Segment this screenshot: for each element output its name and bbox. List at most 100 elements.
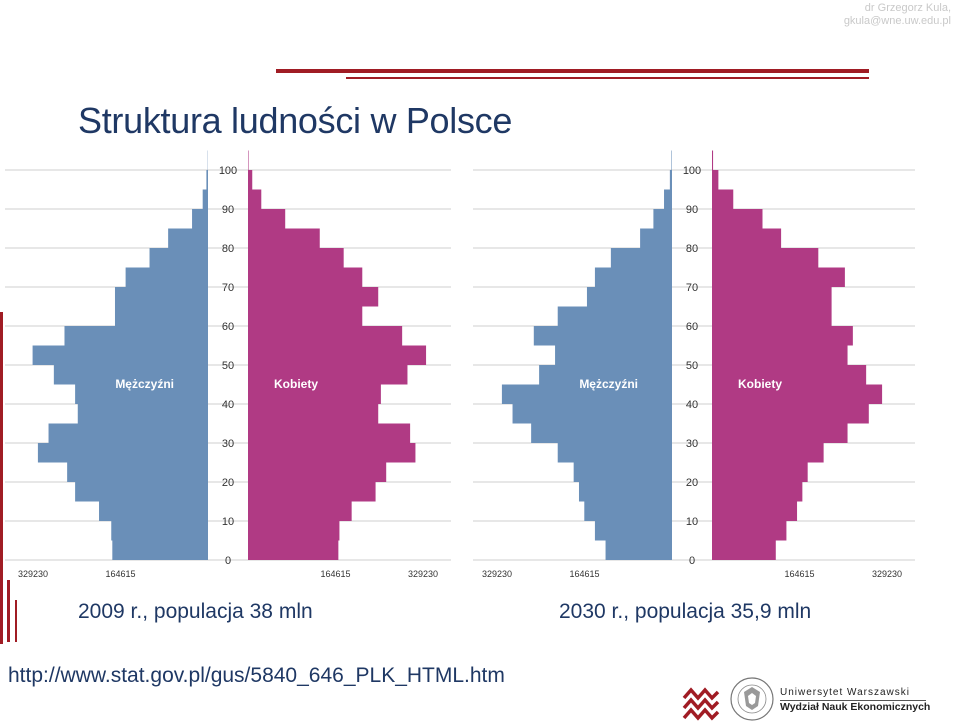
bar-men-age-10 <box>584 501 672 521</box>
bar-men-age-45 <box>539 365 672 385</box>
bar-men-age-55 <box>533 326 672 346</box>
author-email: gkula@wne.uw.edu.pl <box>843 15 951 27</box>
x-tick-label: 329230 <box>408 569 438 579</box>
age-tick-label: 90 <box>686 204 698 216</box>
bar-men-age-95 <box>669 170 672 190</box>
bar-women-age-75 <box>712 248 819 268</box>
bar-men-age-65 <box>586 287 672 307</box>
university-name: Uniwersytet Warszawski <box>780 687 910 698</box>
bar-men-age-20 <box>67 462 209 482</box>
bar-men-age-60 <box>557 306 672 326</box>
bar-men-age-10 <box>99 501 208 521</box>
bar-women-age-75 <box>248 248 344 268</box>
bar-men-age-65 <box>114 287 208 307</box>
bar-men-age-95 <box>206 170 208 190</box>
source-link[interactable]: http://www.stat.gov.pl/gus/5840_646_PLK_… <box>8 664 505 687</box>
bar-men-age-5 <box>111 521 208 541</box>
age-tick-label: 100 <box>683 165 701 177</box>
bar-women-age-15 <box>712 482 803 502</box>
bar-men-age-30 <box>531 423 672 443</box>
bar-women-age-5 <box>712 521 787 541</box>
bar-women-age-10 <box>712 501 798 521</box>
bar-women-age-20 <box>712 462 808 482</box>
bar-women-age-35 <box>712 404 869 424</box>
age-tick-label: 40 <box>222 399 234 411</box>
age-tick-label: 30 <box>222 438 234 450</box>
bar-men-age-50 <box>32 345 208 365</box>
university-crest-icon <box>730 677 774 721</box>
bar-women-age-100 <box>712 150 714 170</box>
bar-women-age-45 <box>248 365 408 385</box>
bar-women-age-65 <box>712 287 832 307</box>
slide-title: Struktura ludności w Polsce <box>78 100 513 141</box>
bar-men-age-15 <box>578 482 672 502</box>
x-tick-label: 164615 <box>105 569 135 579</box>
bar-men-age-35 <box>512 404 672 424</box>
bar-women-age-30 <box>712 423 848 443</box>
age-tick-label: 30 <box>686 438 698 450</box>
age-tick-label: 0 <box>689 555 695 567</box>
bar-women-age-80 <box>248 228 320 248</box>
header-rule-thick <box>276 69 869 73</box>
age-tick-label: 50 <box>222 360 234 372</box>
side-rule-1 <box>0 312 3 644</box>
bar-men-age-90 <box>202 189 208 209</box>
bar-men-age-0 <box>605 540 672 560</box>
legend-men: Mężczyźni <box>579 377 638 391</box>
bar-men-age-75 <box>149 248 208 268</box>
bar-women-age-60 <box>248 306 363 326</box>
bar-men-age-15 <box>75 482 209 502</box>
caption-2030: 2030 r., populacja 35,9 mln <box>559 600 812 623</box>
bar-men-age-85 <box>653 209 672 229</box>
bar-women-age-65 <box>248 287 379 307</box>
university-divider <box>780 700 926 701</box>
bar-men-age-30 <box>48 423 208 443</box>
bar-men-age-85 <box>192 209 208 229</box>
x-tick-label: 164615 <box>569 569 599 579</box>
author-info: dr Grzegorz Kula, gkula@wne.uw.edu.pl <box>844 2 951 28</box>
bar-women-age-0 <box>712 540 776 560</box>
legend-women: Kobiety <box>274 377 318 391</box>
x-tick-label: 329230 <box>872 569 902 579</box>
age-tick-label: 10 <box>686 516 698 528</box>
age-tick-label: 90 <box>222 204 234 216</box>
age-tick-label: 50 <box>686 360 698 372</box>
side-rule-3 <box>15 600 17 642</box>
bar-men-age-25 <box>37 443 208 463</box>
age-tick-label: 10 <box>222 516 234 528</box>
legend-men: Mężczyźni <box>115 377 174 391</box>
bar-women-age-90 <box>712 189 734 209</box>
bar-women-age-25 <box>712 443 824 463</box>
age-tick-label: 0 <box>225 555 231 567</box>
bar-men-age-75 <box>610 248 672 268</box>
pyramid-2030: 0 10 20 30 40 50 60 70 80 90 100 329230 164615 164615… <box>473 150 915 579</box>
x-tick-label: 329230 <box>482 569 512 579</box>
bar-women-age-50 <box>248 345 427 365</box>
bar-women-age-100 <box>248 150 249 170</box>
bar-women-age-85 <box>248 209 286 229</box>
bar-men-age-90 <box>664 189 672 209</box>
x-tick-label: 329230 <box>18 569 48 579</box>
bar-men-age-70 <box>594 267 672 287</box>
bar-women-age-95 <box>248 170 253 190</box>
bar-men-age-20 <box>573 462 672 482</box>
x-tick-label: 164615 <box>320 569 350 579</box>
age-tick-label: 70 <box>686 282 698 294</box>
bar-women-age-25 <box>248 443 416 463</box>
bar-women-age-20 <box>248 462 387 482</box>
age-tick-label: 20 <box>686 477 698 489</box>
age-tick-label: 60 <box>222 321 234 333</box>
bar-women-age-55 <box>712 326 853 346</box>
bar-men-age-100 <box>671 150 672 170</box>
bar-women-age-40 <box>712 384 883 404</box>
bar-women-age-45 <box>712 365 867 385</box>
age-tick-label: 80 <box>686 243 698 255</box>
bar-women-age-80 <box>712 228 782 248</box>
author-name: dr Grzegorz Kula, <box>864 2 951 14</box>
age-tick-label: 60 <box>686 321 698 333</box>
bar-women-age-95 <box>712 170 719 190</box>
bar-women-age-70 <box>248 267 363 287</box>
side-rule-2 <box>7 580 10 642</box>
bar-men-age-40 <box>75 384 209 404</box>
